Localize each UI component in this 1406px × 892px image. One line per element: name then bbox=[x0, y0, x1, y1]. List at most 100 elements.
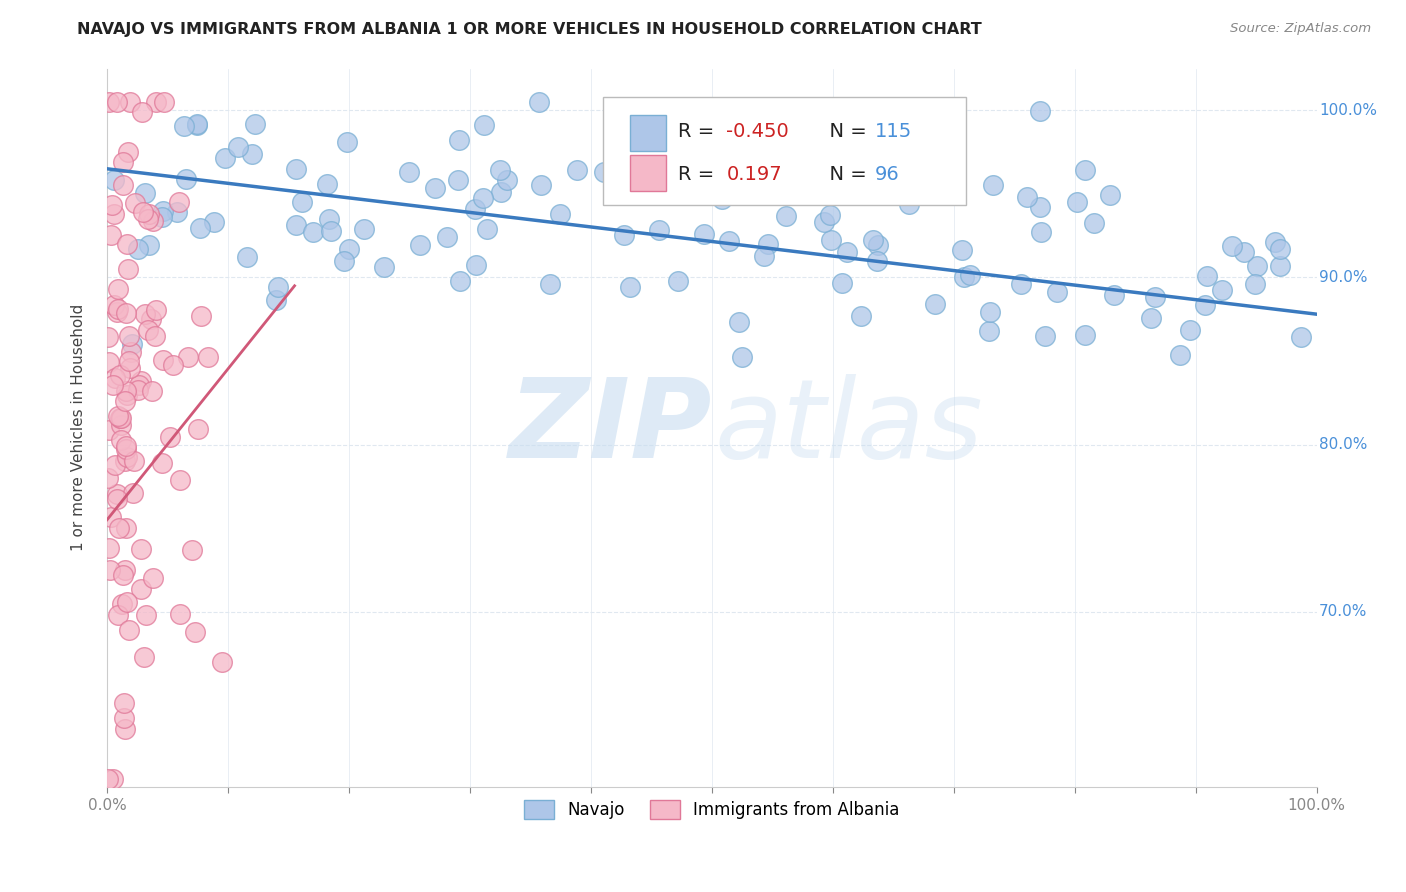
Point bbox=[214, 151, 236, 165]
Point bbox=[134, 186, 156, 200]
FancyBboxPatch shape bbox=[603, 97, 966, 205]
Point bbox=[548, 206, 571, 220]
Point bbox=[134, 307, 156, 321]
Point bbox=[115, 439, 138, 453]
Point bbox=[613, 228, 636, 243]
Point bbox=[141, 311, 163, 326]
Point bbox=[236, 250, 259, 264]
Point bbox=[1073, 163, 1095, 178]
Point bbox=[177, 350, 200, 364]
Point bbox=[117, 262, 139, 277]
Point bbox=[101, 772, 124, 786]
Point bbox=[188, 221, 211, 235]
Point bbox=[145, 302, 167, 317]
Point bbox=[100, 197, 122, 211]
Point bbox=[108, 521, 131, 535]
Point bbox=[1031, 225, 1053, 239]
Point bbox=[114, 563, 136, 577]
Point bbox=[115, 594, 138, 608]
Point bbox=[373, 260, 395, 274]
Point bbox=[1033, 329, 1056, 343]
Point bbox=[266, 280, 288, 294]
Point bbox=[107, 282, 129, 296]
Point bbox=[291, 195, 314, 210]
Point bbox=[530, 178, 553, 192]
Point bbox=[112, 711, 135, 725]
Point bbox=[97, 471, 120, 485]
Point bbox=[1143, 290, 1166, 304]
Point bbox=[121, 486, 143, 500]
Point bbox=[866, 254, 889, 268]
Point bbox=[167, 194, 190, 209]
Point bbox=[1246, 259, 1268, 273]
Point bbox=[98, 563, 121, 577]
Point bbox=[862, 233, 884, 247]
Point bbox=[302, 225, 325, 239]
Point bbox=[1211, 283, 1233, 297]
Text: 80.0%: 80.0% bbox=[1319, 437, 1368, 452]
Point bbox=[115, 388, 138, 402]
Point bbox=[134, 649, 156, 664]
Text: NAVAJO VS IMMIGRANTS FROM ALBANIA 1 OR MORE VEHICLES IN HOUSEHOLD CORRELATION CH: NAVAJO VS IMMIGRANTS FROM ALBANIA 1 OR M… bbox=[77, 22, 981, 37]
Point bbox=[868, 238, 890, 252]
Point bbox=[1289, 329, 1312, 343]
Point bbox=[105, 486, 128, 500]
Point bbox=[159, 430, 181, 444]
Point bbox=[489, 185, 512, 199]
Point bbox=[316, 177, 339, 191]
Point bbox=[173, 119, 195, 133]
Point bbox=[1102, 288, 1125, 302]
Point bbox=[197, 350, 219, 364]
Point bbox=[725, 186, 748, 200]
Point bbox=[114, 722, 136, 736]
Point bbox=[477, 222, 499, 236]
Y-axis label: 1 or more Vehicles in Household: 1 or more Vehicles in Household bbox=[72, 304, 86, 551]
Point bbox=[820, 233, 842, 247]
Point bbox=[1268, 242, 1291, 256]
Point bbox=[333, 254, 356, 268]
Point bbox=[981, 178, 1004, 192]
Point bbox=[398, 165, 420, 179]
Point bbox=[107, 409, 129, 424]
Text: Source: ZipAtlas.com: Source: ZipAtlas.com bbox=[1230, 22, 1371, 36]
Point bbox=[243, 117, 266, 131]
Point bbox=[226, 140, 249, 154]
Point bbox=[425, 181, 447, 195]
Point bbox=[449, 133, 471, 147]
Point bbox=[98, 95, 121, 109]
Point bbox=[849, 310, 872, 324]
Point bbox=[131, 105, 153, 120]
Point bbox=[135, 607, 157, 622]
Point bbox=[110, 433, 132, 447]
Point bbox=[1010, 277, 1032, 292]
Point bbox=[952, 270, 974, 285]
Point bbox=[592, 165, 614, 179]
Point bbox=[977, 325, 1000, 339]
Point bbox=[186, 117, 208, 131]
Point bbox=[112, 155, 135, 169]
Point bbox=[128, 377, 150, 392]
Point bbox=[118, 329, 141, 343]
Point bbox=[118, 361, 141, 376]
Point bbox=[152, 353, 174, 368]
Point bbox=[1017, 190, 1039, 204]
Text: R =: R = bbox=[678, 165, 720, 184]
Point bbox=[202, 215, 225, 229]
Point bbox=[823, 170, 845, 185]
Point bbox=[1029, 200, 1052, 214]
Point bbox=[1046, 285, 1069, 300]
Point bbox=[950, 244, 973, 258]
Point bbox=[464, 202, 486, 216]
Point bbox=[103, 297, 125, 311]
Point bbox=[110, 417, 132, 432]
Point bbox=[115, 237, 138, 252]
Point bbox=[527, 95, 550, 109]
Text: ZIP: ZIP bbox=[509, 375, 711, 482]
Point bbox=[120, 344, 142, 359]
Point bbox=[105, 491, 128, 506]
Point bbox=[731, 351, 754, 365]
Point bbox=[124, 196, 146, 211]
Point bbox=[1194, 298, 1216, 312]
Point bbox=[152, 204, 174, 219]
Text: atlas: atlas bbox=[714, 375, 983, 482]
